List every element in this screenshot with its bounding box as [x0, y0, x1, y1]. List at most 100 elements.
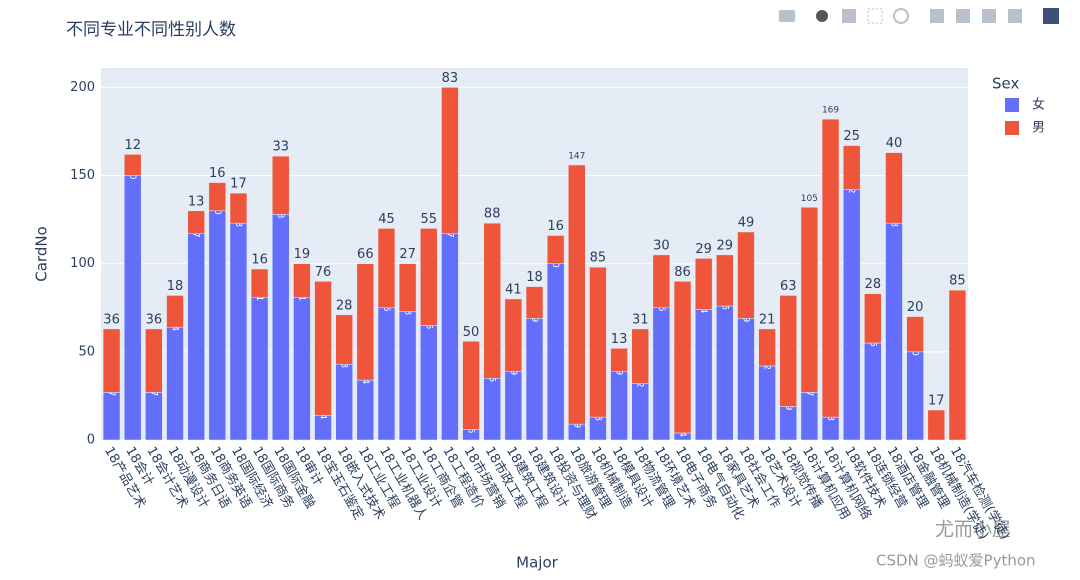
bar-segment: [546, 263, 565, 441]
value-label: 16: [209, 166, 226, 181]
bar-segment: [335, 363, 353, 441]
camera-icon[interactable]: [779, 10, 795, 22]
bar-segment: [462, 341, 480, 430]
bar-segment: [885, 222, 903, 441]
bar-segment: [483, 222, 501, 379]
bar-segment: [124, 175, 142, 441]
value-label: 29: [695, 242, 712, 257]
bar-segment: [652, 307, 671, 441]
autoscale-icon[interactable]: [982, 9, 996, 23]
bar-segment: [229, 222, 248, 441]
chart-title: 不同专业不同性别人数: [66, 20, 236, 40]
value-label: 20: [907, 300, 924, 315]
bar-segment: [885, 152, 903, 224]
bar-segment: [504, 298, 523, 372]
bar-segment: [293, 296, 311, 441]
value-label: 12: [124, 138, 141, 153]
bar-segment: [145, 328, 163, 393]
value-label: 169: [822, 106, 839, 116]
value-label: 85: [949, 274, 966, 289]
bar-segment: [758, 328, 776, 367]
bar-segment: [102, 392, 121, 441]
legend-swatch: [1005, 121, 1019, 135]
bar-segment: [356, 263, 375, 381]
value-label: 36: [103, 312, 120, 327]
bar-segment: [124, 154, 142, 176]
bar-segment: [102, 328, 121, 393]
value-label: 85: [590, 251, 607, 266]
bar-segment: [229, 192, 248, 224]
bar-segment: [716, 254, 734, 307]
watermark: CSDN @蚂蚁爱Python: [876, 552, 1036, 570]
value-label: 17: [230, 177, 247, 192]
zoom-icon[interactable]: [816, 10, 828, 22]
y-tick-label: 150: [70, 168, 95, 183]
value-label: 4: [677, 431, 687, 437]
value-label: 83: [442, 71, 459, 86]
y-tick-label: 50: [78, 344, 95, 359]
bar-segment: [420, 325, 438, 441]
zoom-out-icon[interactable]: [956, 9, 970, 23]
bar-segment: [800, 207, 819, 393]
value-label: 49: [738, 215, 755, 230]
value-label: 28: [865, 277, 882, 292]
value-label: 45: [378, 212, 395, 227]
value-label: 16: [251, 252, 268, 267]
y-tick-label: 0: [87, 433, 95, 448]
bar-segment: [293, 263, 311, 298]
bar-segment: [906, 316, 924, 353]
bar-segment: [610, 370, 628, 441]
bar-segment: [187, 233, 205, 441]
toolbar[interactable]: [779, 8, 1059, 24]
bar-segment: [335, 314, 353, 365]
lasso-icon[interactable]: [893, 8, 909, 24]
bar-segment: [208, 182, 227, 212]
bar-segment: [568, 164, 586, 425]
value-label: 41: [505, 282, 522, 297]
value-label: 33: [272, 140, 289, 155]
bar-segment: [546, 235, 565, 264]
value-label: 17: [928, 394, 945, 409]
bar-segment: [525, 286, 544, 319]
bar-segment: [694, 309, 713, 441]
legend-swatch: [1005, 98, 1019, 112]
value-label: 28: [336, 298, 353, 313]
value-label: 40: [886, 136, 903, 151]
value-label: 29: [717, 238, 734, 253]
bar-segment: [758, 365, 776, 441]
bar-segment: [842, 145, 861, 190]
value-label: 6: [466, 428, 476, 434]
bar-segment: [441, 233, 459, 441]
bar-segment: [716, 305, 734, 441]
value-label: 27: [399, 247, 416, 262]
zoom-in-icon[interactable]: [930, 9, 944, 23]
legend-label: 男: [1032, 121, 1045, 136]
bar-segment: [525, 318, 544, 441]
value-label: 19: [294, 247, 311, 262]
value-label: 16: [547, 219, 564, 234]
value-label: 36: [146, 312, 163, 327]
bar-segment: [208, 210, 227, 441]
bar-segment: [272, 155, 290, 215]
legend-title: Sex: [992, 75, 1019, 93]
bar-segment: [652, 254, 671, 309]
bar-segment: [694, 258, 713, 310]
watermark: 尤而小屋: [935, 519, 1011, 541]
value-label: 88: [484, 207, 501, 222]
bar-segment: [483, 378, 501, 441]
bar-segment: [864, 293, 882, 344]
value-label: 147: [568, 151, 585, 161]
value-label: 18: [526, 270, 543, 285]
bar-segment: [821, 118, 840, 418]
bar-segment: [272, 214, 290, 441]
bar-segment: [948, 289, 967, 441]
pan-icon[interactable]: [842, 9, 856, 23]
y-axis-title: CardNo: [33, 226, 51, 282]
select-icon[interactable]: [867, 8, 883, 24]
value-label: 76: [315, 265, 332, 280]
home-icon[interactable]: [1008, 9, 1022, 23]
bar-segment: [314, 281, 332, 416]
x-axis-title: Major: [516, 554, 558, 572]
plotly-logo[interactable]: [1043, 8, 1059, 24]
bar-segment: [631, 328, 649, 384]
